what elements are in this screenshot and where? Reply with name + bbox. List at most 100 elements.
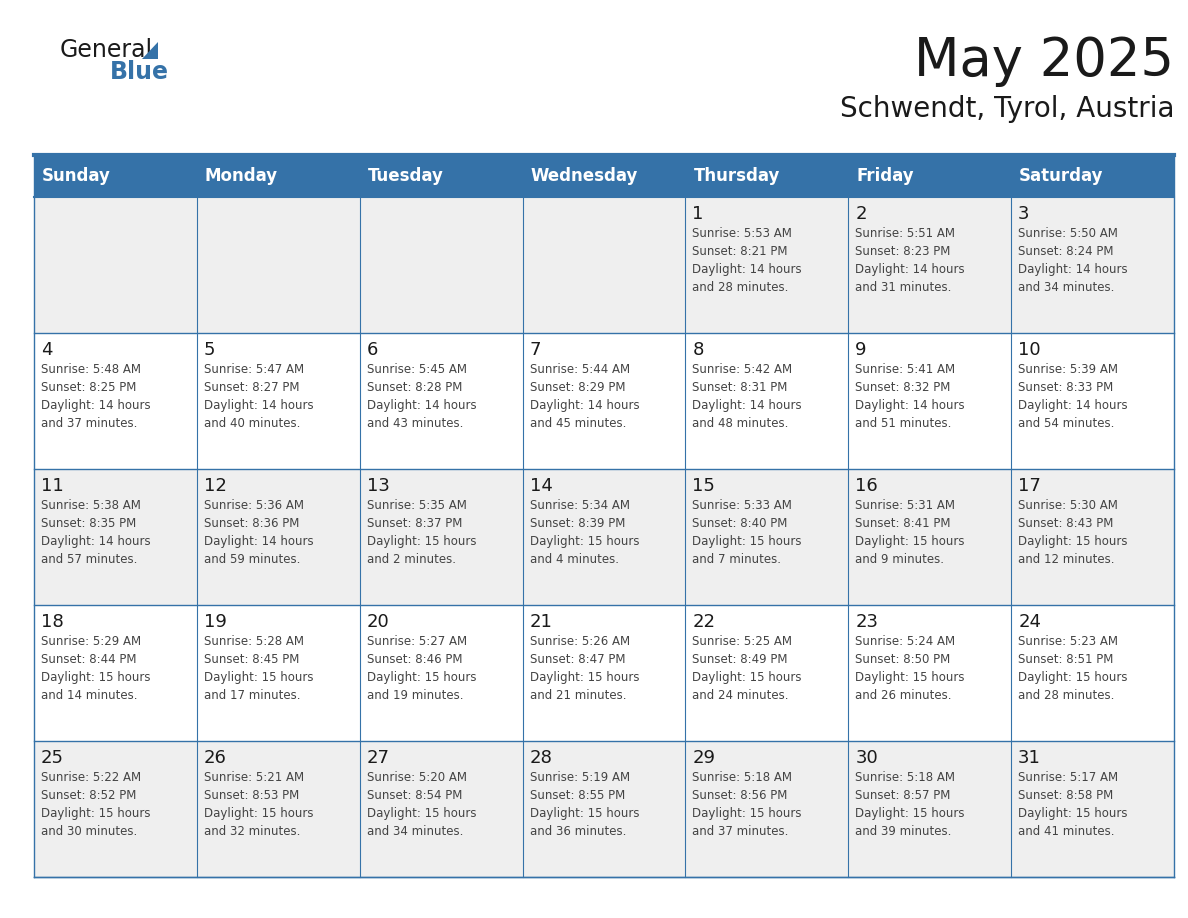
Text: Sunrise: 5:20 AM
Sunset: 8:54 PM
Daylight: 15 hours
and 34 minutes.: Sunrise: 5:20 AM Sunset: 8:54 PM Dayligh… xyxy=(367,771,476,838)
Text: Sunrise: 5:50 AM
Sunset: 8:24 PM
Daylight: 14 hours
and 34 minutes.: Sunrise: 5:50 AM Sunset: 8:24 PM Dayligh… xyxy=(1018,227,1127,294)
Bar xyxy=(848,469,1011,605)
Text: General: General xyxy=(61,38,153,62)
Text: Sunrise: 5:19 AM
Sunset: 8:55 PM
Daylight: 15 hours
and 36 minutes.: Sunrise: 5:19 AM Sunset: 8:55 PM Dayligh… xyxy=(530,771,639,838)
Bar xyxy=(523,333,685,469)
Bar xyxy=(197,197,360,333)
Bar xyxy=(197,741,360,877)
Bar xyxy=(848,741,1011,877)
Text: 18: 18 xyxy=(42,613,64,631)
Text: 8: 8 xyxy=(693,341,703,359)
Text: Sunrise: 5:38 AM
Sunset: 8:35 PM
Daylight: 14 hours
and 57 minutes.: Sunrise: 5:38 AM Sunset: 8:35 PM Dayligh… xyxy=(42,499,151,566)
Bar xyxy=(1011,605,1174,741)
Text: 9: 9 xyxy=(855,341,867,359)
Bar xyxy=(685,605,848,741)
Text: Sunrise: 5:35 AM
Sunset: 8:37 PM
Daylight: 15 hours
and 2 minutes.: Sunrise: 5:35 AM Sunset: 8:37 PM Dayligh… xyxy=(367,499,476,566)
Text: Sunrise: 5:41 AM
Sunset: 8:32 PM
Daylight: 14 hours
and 51 minutes.: Sunrise: 5:41 AM Sunset: 8:32 PM Dayligh… xyxy=(855,363,965,430)
Text: Sunrise: 5:45 AM
Sunset: 8:28 PM
Daylight: 14 hours
and 43 minutes.: Sunrise: 5:45 AM Sunset: 8:28 PM Dayligh… xyxy=(367,363,476,430)
Bar xyxy=(685,197,848,333)
Bar xyxy=(34,469,197,605)
Text: Sunrise: 5:30 AM
Sunset: 8:43 PM
Daylight: 15 hours
and 12 minutes.: Sunrise: 5:30 AM Sunset: 8:43 PM Dayligh… xyxy=(1018,499,1127,566)
Bar xyxy=(1011,155,1174,197)
Text: Sunrise: 5:39 AM
Sunset: 8:33 PM
Daylight: 14 hours
and 54 minutes.: Sunrise: 5:39 AM Sunset: 8:33 PM Dayligh… xyxy=(1018,363,1127,430)
Bar xyxy=(34,155,197,197)
Bar xyxy=(685,333,848,469)
Text: Monday: Monday xyxy=(204,167,278,185)
Text: Sunrise: 5:21 AM
Sunset: 8:53 PM
Daylight: 15 hours
and 32 minutes.: Sunrise: 5:21 AM Sunset: 8:53 PM Dayligh… xyxy=(204,771,314,838)
Bar xyxy=(523,469,685,605)
Bar xyxy=(523,741,685,877)
Text: Sunday: Sunday xyxy=(42,167,110,185)
Text: Schwendt, Tyrol, Austria: Schwendt, Tyrol, Austria xyxy=(840,95,1174,123)
Bar xyxy=(1011,197,1174,333)
Text: 28: 28 xyxy=(530,749,552,767)
Bar xyxy=(360,605,523,741)
Bar xyxy=(848,197,1011,333)
Bar xyxy=(685,741,848,877)
Text: 22: 22 xyxy=(693,613,715,631)
Text: 12: 12 xyxy=(204,477,227,495)
Text: Sunrise: 5:18 AM
Sunset: 8:57 PM
Daylight: 15 hours
and 39 minutes.: Sunrise: 5:18 AM Sunset: 8:57 PM Dayligh… xyxy=(855,771,965,838)
Text: 6: 6 xyxy=(367,341,378,359)
Bar xyxy=(685,469,848,605)
Text: Sunrise: 5:53 AM
Sunset: 8:21 PM
Daylight: 14 hours
and 28 minutes.: Sunrise: 5:53 AM Sunset: 8:21 PM Dayligh… xyxy=(693,227,802,294)
Text: 10: 10 xyxy=(1018,341,1041,359)
Text: Sunrise: 5:36 AM
Sunset: 8:36 PM
Daylight: 14 hours
and 59 minutes.: Sunrise: 5:36 AM Sunset: 8:36 PM Dayligh… xyxy=(204,499,314,566)
Text: 13: 13 xyxy=(367,477,390,495)
Text: Sunrise: 5:27 AM
Sunset: 8:46 PM
Daylight: 15 hours
and 19 minutes.: Sunrise: 5:27 AM Sunset: 8:46 PM Dayligh… xyxy=(367,635,476,702)
Text: 5: 5 xyxy=(204,341,215,359)
Text: Sunrise: 5:47 AM
Sunset: 8:27 PM
Daylight: 14 hours
and 40 minutes.: Sunrise: 5:47 AM Sunset: 8:27 PM Dayligh… xyxy=(204,363,314,430)
Text: 23: 23 xyxy=(855,613,878,631)
Text: 27: 27 xyxy=(367,749,390,767)
Text: 24: 24 xyxy=(1018,613,1041,631)
Text: 20: 20 xyxy=(367,613,390,631)
Text: Friday: Friday xyxy=(857,167,914,185)
Bar xyxy=(360,741,523,877)
Bar xyxy=(360,197,523,333)
Text: 1: 1 xyxy=(693,205,703,223)
Text: May 2025: May 2025 xyxy=(914,35,1174,87)
Text: 11: 11 xyxy=(42,477,64,495)
Bar xyxy=(197,605,360,741)
Text: 25: 25 xyxy=(42,749,64,767)
Text: Sunrise: 5:26 AM
Sunset: 8:47 PM
Daylight: 15 hours
and 21 minutes.: Sunrise: 5:26 AM Sunset: 8:47 PM Dayligh… xyxy=(530,635,639,702)
Bar xyxy=(1011,469,1174,605)
Bar xyxy=(1011,741,1174,877)
Bar xyxy=(197,469,360,605)
Text: Sunrise: 5:18 AM
Sunset: 8:56 PM
Daylight: 15 hours
and 37 minutes.: Sunrise: 5:18 AM Sunset: 8:56 PM Dayligh… xyxy=(693,771,802,838)
Text: 14: 14 xyxy=(530,477,552,495)
Bar xyxy=(197,155,360,197)
Bar xyxy=(34,333,197,469)
Bar xyxy=(848,333,1011,469)
Bar xyxy=(360,469,523,605)
Bar xyxy=(1011,333,1174,469)
Text: 17: 17 xyxy=(1018,477,1041,495)
Bar xyxy=(360,155,523,197)
Text: Sunrise: 5:48 AM
Sunset: 8:25 PM
Daylight: 14 hours
and 37 minutes.: Sunrise: 5:48 AM Sunset: 8:25 PM Dayligh… xyxy=(42,363,151,430)
Text: Sunrise: 5:17 AM
Sunset: 8:58 PM
Daylight: 15 hours
and 41 minutes.: Sunrise: 5:17 AM Sunset: 8:58 PM Dayligh… xyxy=(1018,771,1127,838)
Bar xyxy=(523,155,685,197)
Bar xyxy=(685,155,848,197)
Text: 30: 30 xyxy=(855,749,878,767)
Text: Sunrise: 5:33 AM
Sunset: 8:40 PM
Daylight: 15 hours
and 7 minutes.: Sunrise: 5:33 AM Sunset: 8:40 PM Dayligh… xyxy=(693,499,802,566)
Bar xyxy=(523,605,685,741)
Text: 31: 31 xyxy=(1018,749,1041,767)
Text: Sunrise: 5:51 AM
Sunset: 8:23 PM
Daylight: 14 hours
and 31 minutes.: Sunrise: 5:51 AM Sunset: 8:23 PM Dayligh… xyxy=(855,227,965,294)
Text: 16: 16 xyxy=(855,477,878,495)
Text: Thursday: Thursday xyxy=(694,167,779,185)
Text: 7: 7 xyxy=(530,341,541,359)
Bar xyxy=(360,333,523,469)
Text: 3: 3 xyxy=(1018,205,1030,223)
Text: Sunrise: 5:44 AM
Sunset: 8:29 PM
Daylight: 14 hours
and 45 minutes.: Sunrise: 5:44 AM Sunset: 8:29 PM Dayligh… xyxy=(530,363,639,430)
Bar xyxy=(523,197,685,333)
Text: Sunrise: 5:24 AM
Sunset: 8:50 PM
Daylight: 15 hours
and 26 minutes.: Sunrise: 5:24 AM Sunset: 8:50 PM Dayligh… xyxy=(855,635,965,702)
Text: Blue: Blue xyxy=(110,60,169,84)
Bar xyxy=(34,741,197,877)
Text: 2: 2 xyxy=(855,205,867,223)
Bar xyxy=(848,605,1011,741)
Polygon shape xyxy=(143,42,158,59)
Text: Wednesday: Wednesday xyxy=(531,167,638,185)
Text: 4: 4 xyxy=(42,341,52,359)
Text: Tuesday: Tuesday xyxy=(368,167,443,185)
Text: 29: 29 xyxy=(693,749,715,767)
Text: Sunrise: 5:28 AM
Sunset: 8:45 PM
Daylight: 15 hours
and 17 minutes.: Sunrise: 5:28 AM Sunset: 8:45 PM Dayligh… xyxy=(204,635,314,702)
